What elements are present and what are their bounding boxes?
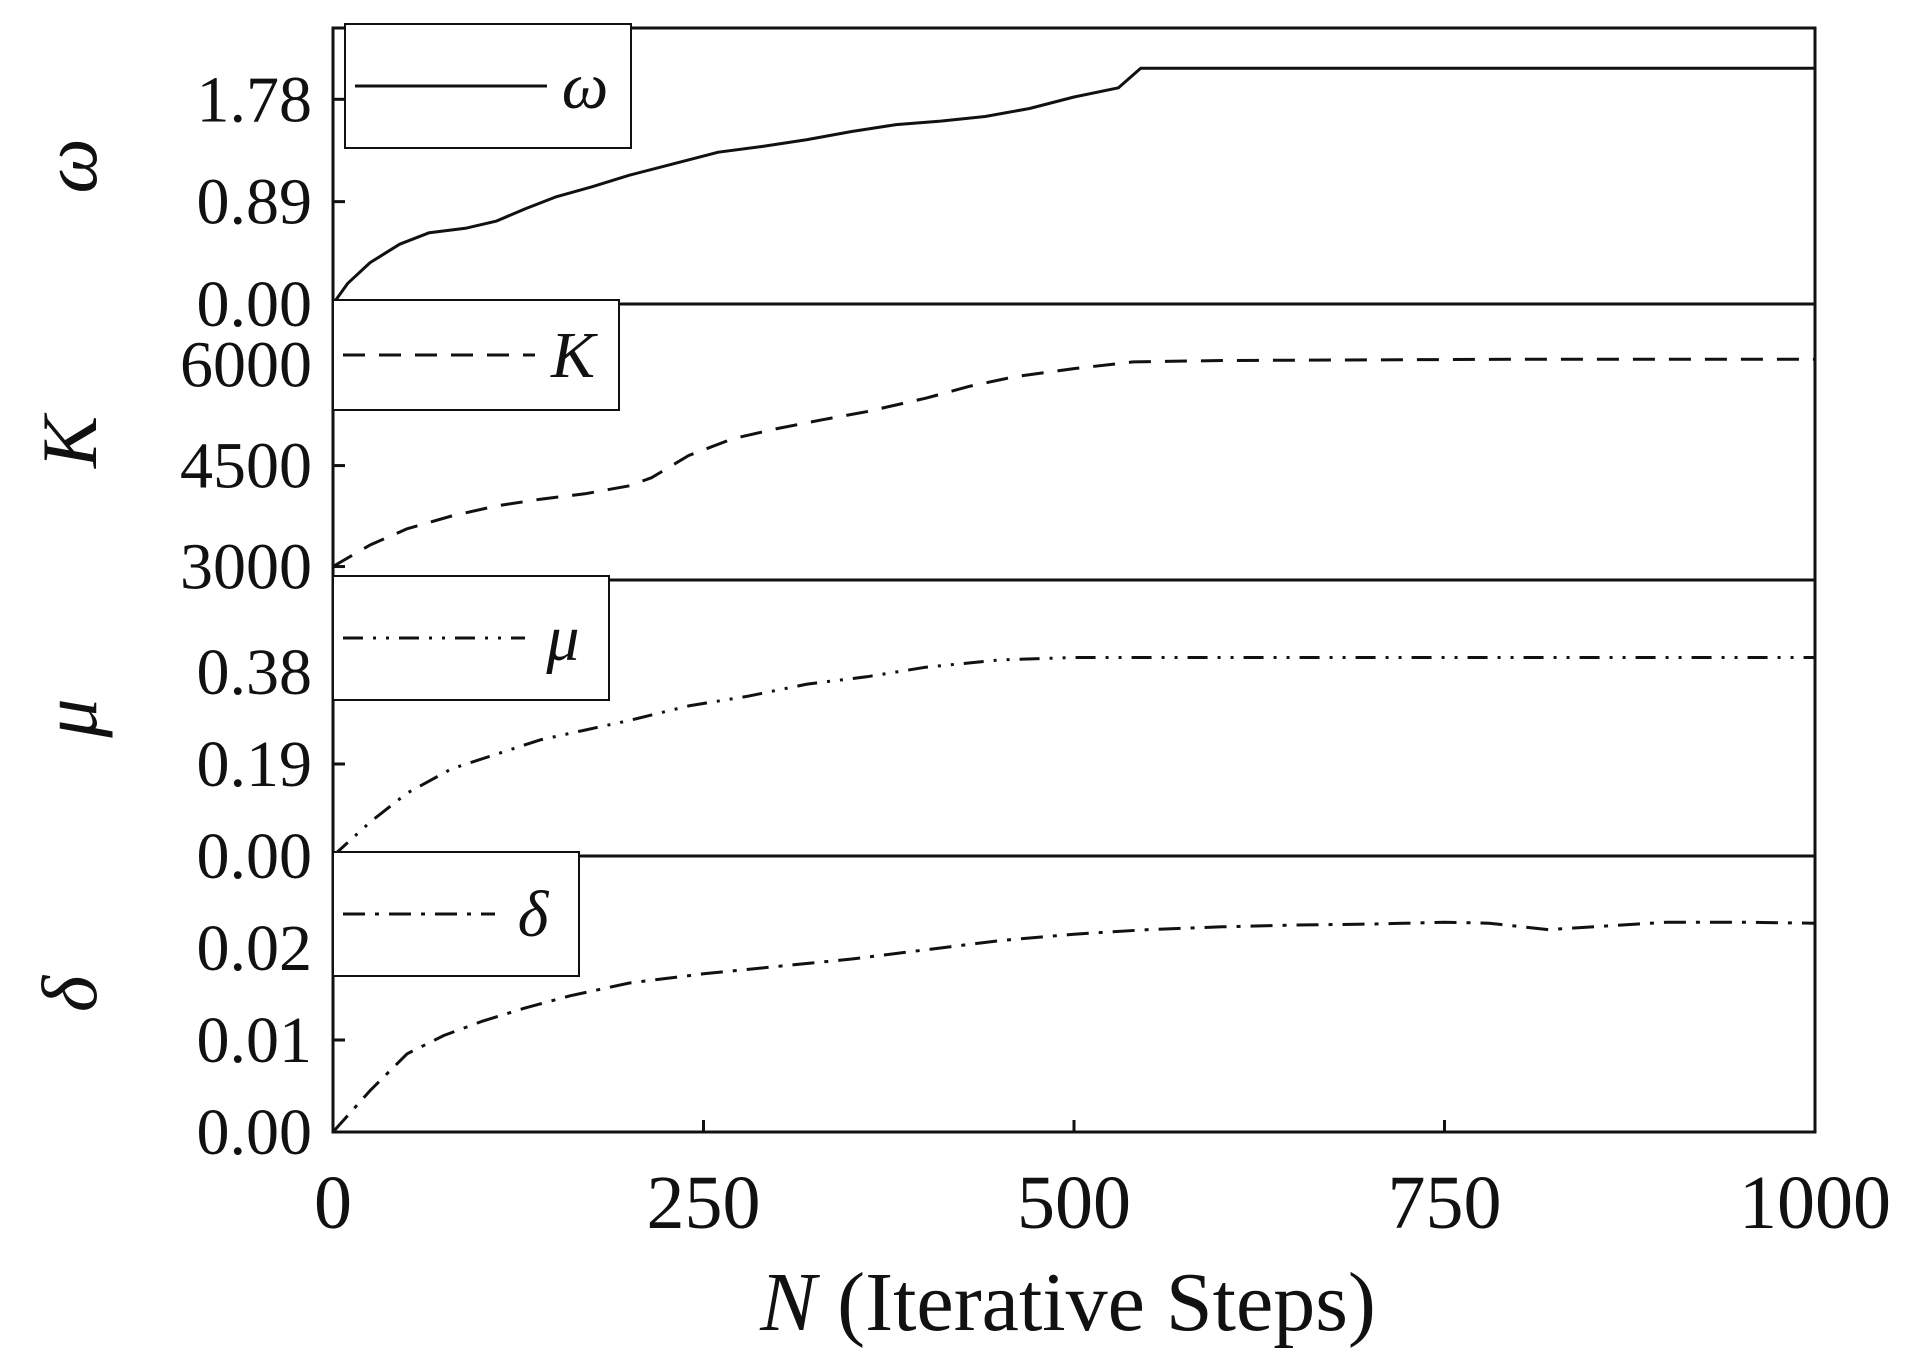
legend-box — [332, 851, 580, 977]
y-tick-label: 0.19 — [197, 728, 313, 801]
legend-label: K — [550, 319, 598, 392]
panel-3: 0.00 0.19 0.38 μ μ — [26, 575, 1817, 893]
y-tick-label: 0.02 — [197, 912, 313, 985]
x-tick-label: 500 — [1017, 1161, 1131, 1245]
x-axis-symbol: N — [759, 1256, 820, 1349]
legend-label: μ — [545, 602, 579, 675]
chart-panels: 0.00 0.89 1.78 ω ω 3000 4500 6000 K K 0.00 0.19 0.38… — [26, 23, 1817, 1169]
panel-2: 3000 4500 6000 K K — [26, 299, 1817, 604]
y-tick-label: 6000 — [180, 329, 312, 402]
x-axis-label-text: (Iterative Steps) — [816, 1256, 1376, 1349]
x-tick-label: 0 — [314, 1161, 352, 1245]
x-axis-title: N (Iterative Steps) — [759, 1256, 1376, 1349]
legend-label: ω — [562, 50, 609, 123]
y-tick-label: 0.00 — [197, 820, 313, 893]
panel-4: 0.00 0.01 0.02 δ δ — [26, 851, 1817, 1169]
y-tick-label: 0.89 — [197, 166, 313, 239]
y-tick-label: 0.01 — [197, 1004, 313, 1077]
y-axis-label: δ — [26, 974, 113, 1012]
series-line — [331, 66, 1815, 305]
legend-label: δ — [518, 878, 550, 951]
y-tick-label: 3000 — [180, 531, 312, 604]
series-line — [332, 357, 1815, 568]
series-line — [331, 656, 1815, 858]
x-tick-label: 250 — [647, 1161, 761, 1245]
x-axis: 0 250 500 750 1000 — [314, 1120, 1891, 1245]
y-tick-label: 0.00 — [197, 268, 313, 341]
series-line — [331, 920, 1816, 1134]
y-tick-label: 1.78 — [197, 63, 313, 136]
y-tick-label: 4500 — [180, 430, 312, 503]
y-axis-label: K — [26, 412, 113, 469]
panel-1: 0.00 0.89 1.78 ω ω — [26, 23, 1817, 341]
y-axis-label: ω — [26, 138, 113, 193]
y-axis-label: μ — [26, 698, 113, 738]
y-tick-label: 0.38 — [197, 636, 313, 709]
x-tick-label: 1000 — [1739, 1161, 1891, 1245]
x-tick-label: 750 — [1388, 1161, 1502, 1245]
y-tick-label: 0.00 — [197, 1096, 313, 1169]
